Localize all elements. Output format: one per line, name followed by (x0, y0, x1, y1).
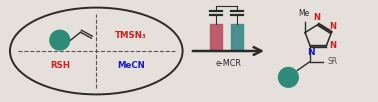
Text: MeCN: MeCN (117, 61, 145, 70)
Circle shape (50, 30, 70, 50)
Text: e-MCR: e-MCR (215, 59, 242, 68)
Bar (231, 24, 243, 50)
Bar (210, 24, 222, 50)
Text: SR: SR (328, 57, 338, 66)
Text: N: N (314, 13, 321, 22)
Text: N: N (329, 22, 336, 31)
Text: RSH: RSH (50, 61, 70, 70)
Text: Me: Me (299, 9, 310, 18)
Text: N: N (307, 48, 315, 57)
Circle shape (279, 68, 298, 87)
Text: TMSN₃: TMSN₃ (115, 31, 147, 40)
Text: N: N (329, 41, 336, 50)
